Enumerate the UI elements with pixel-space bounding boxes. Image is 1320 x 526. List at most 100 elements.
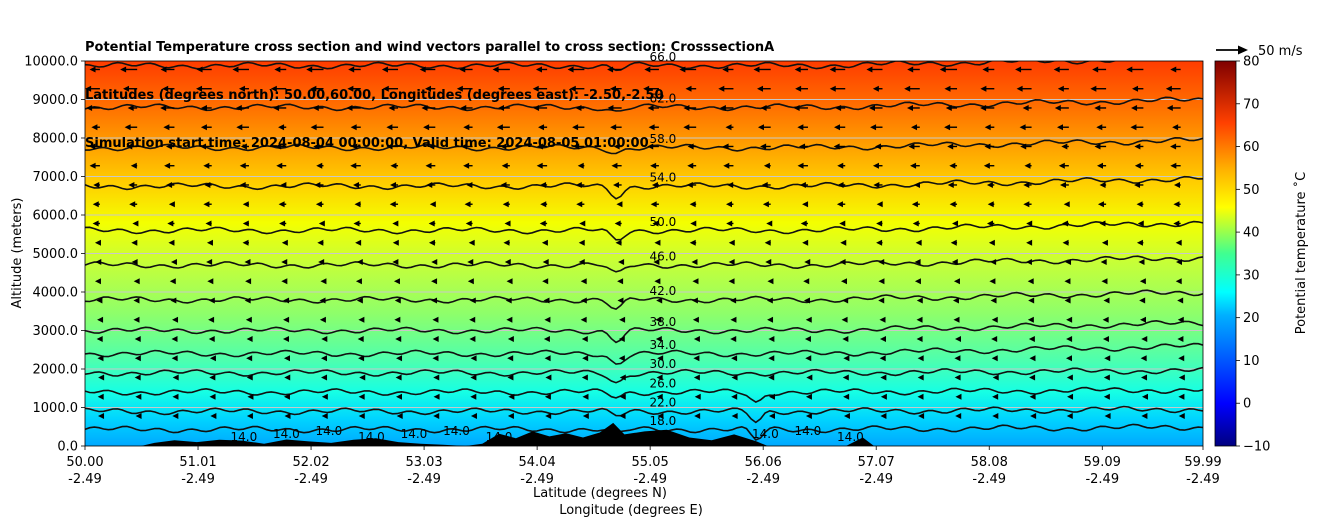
wind-vector-head [767, 316, 774, 323]
wind-vector-head [1090, 85, 1097, 92]
wind-vector-head [840, 239, 847, 246]
wind-vector-head [1136, 201, 1143, 208]
wind-vector-head [1175, 239, 1182, 246]
wind-vector-head [805, 412, 812, 419]
wind-vector-head [501, 162, 508, 169]
wind-vector-head [689, 201, 696, 208]
wind-vector-head [500, 143, 507, 150]
wind-vector-head [980, 85, 987, 92]
wind-vector-head [135, 393, 142, 400]
wind-vector-head [653, 258, 660, 265]
wind-vector-head [160, 66, 167, 73]
wind-vector-head [346, 104, 353, 111]
wind-vector-head [1057, 85, 1064, 92]
wind-vector-head [939, 66, 946, 73]
wind-vector-head [470, 355, 477, 362]
wind-vector-head [800, 220, 807, 227]
wind-vector-head [85, 85, 92, 92]
wind-vector-head [1104, 412, 1111, 419]
wind-vector-head [915, 239, 922, 246]
wind-vector-head [829, 85, 836, 92]
wind-vector-head [358, 355, 365, 362]
wind-vector-head [544, 316, 551, 323]
contour-label: 26.0 [650, 376, 677, 390]
wind-vector-head [1138, 258, 1145, 265]
wind-vector-head [468, 239, 475, 246]
quiver-key: 50 m/s [1216, 44, 1303, 59]
wind-vector-head [353, 181, 360, 188]
wind-vector-head [1173, 220, 1180, 227]
wind-vector-head [421, 104, 428, 111]
wind-vector-head [200, 124, 207, 131]
wind-vector-head [244, 297, 251, 304]
wind-vector-head [917, 393, 924, 400]
wind-vector-head [170, 258, 177, 265]
wind-vector-head [1099, 220, 1106, 227]
wind-vector-head [992, 374, 999, 381]
wind-vector-head [984, 143, 991, 150]
wind-vector-head [576, 201, 583, 208]
terrain [85, 422, 1203, 446]
surface-contour-label: 14.0 [273, 427, 300, 441]
wind-vector-head [803, 278, 810, 285]
wind-vector-head [284, 374, 291, 381]
wind-vector-head [644, 66, 651, 73]
wind-vector-head [876, 201, 883, 208]
wind-vector-head [1140, 355, 1147, 362]
wind-vector-head [730, 297, 737, 304]
wind-vector-head [428, 220, 435, 227]
wind-vector-head [1056, 124, 1063, 131]
wind-vector-head [428, 143, 435, 150]
wind-vector-head [425, 162, 432, 169]
wind-vector-head [804, 335, 811, 342]
wind-vector-head [1096, 162, 1103, 169]
surface-contour-label: 14.0 [752, 427, 779, 441]
gridlines [85, 99, 1203, 408]
wind-vector-head [1176, 258, 1183, 265]
surface-contour-label: 14.0 [316, 424, 343, 438]
wind-vector-head [203, 162, 210, 169]
wind-vector-head [880, 393, 887, 400]
wind-vector-head [1166, 104, 1173, 111]
wind-vector-head [768, 393, 775, 400]
wind-vector-head [359, 374, 366, 381]
wind-vector-head [504, 258, 511, 265]
wind-vector-head [200, 143, 207, 150]
wind-vector-head [879, 335, 886, 342]
wind-vector-head [463, 162, 470, 169]
wind-vector-head [131, 258, 138, 265]
wind-vector-head [829, 66, 836, 73]
wind-vector-head [582, 393, 589, 400]
wind-vector-head [320, 355, 327, 362]
wind-vector-head [683, 104, 690, 111]
wind-vector-head [1141, 412, 1148, 419]
quiver-key-arrowhead [1238, 45, 1248, 55]
wind-vector-head [1141, 335, 1148, 342]
colorbar-tick-label: 10 [1243, 354, 1260, 369]
wind-vector-head [802, 239, 809, 246]
wind-vector-head [281, 278, 288, 285]
wind-vector-head [1066, 355, 1073, 362]
wind-vector-head [508, 393, 515, 400]
contour-line [85, 342, 1203, 365]
wind-vector-head [611, 162, 618, 169]
wind-vector-head [728, 239, 735, 246]
x-axis-label-latitude: Latitude (degrees N) [533, 486, 667, 501]
wind-vector-head [172, 316, 179, 323]
wind-vector-head [607, 66, 614, 73]
wind-vector-head [168, 239, 175, 246]
wind-vector-head [730, 316, 737, 323]
wind-vector-head [655, 316, 662, 323]
wind-vector-head [610, 85, 617, 92]
wind-vector-head [916, 335, 923, 342]
contour-line [85, 319, 1203, 344]
wind-vector-head [1175, 278, 1182, 285]
wind-vector-head [321, 393, 328, 400]
wind-vector-head [321, 335, 328, 342]
wind-vector-head [991, 316, 998, 323]
wind-vector-head [358, 316, 365, 323]
wind-vector-head [581, 374, 588, 381]
contour-label: 50.0 [650, 215, 677, 229]
wind-vector-head [689, 239, 696, 246]
wind-vector-head [1170, 162, 1177, 169]
